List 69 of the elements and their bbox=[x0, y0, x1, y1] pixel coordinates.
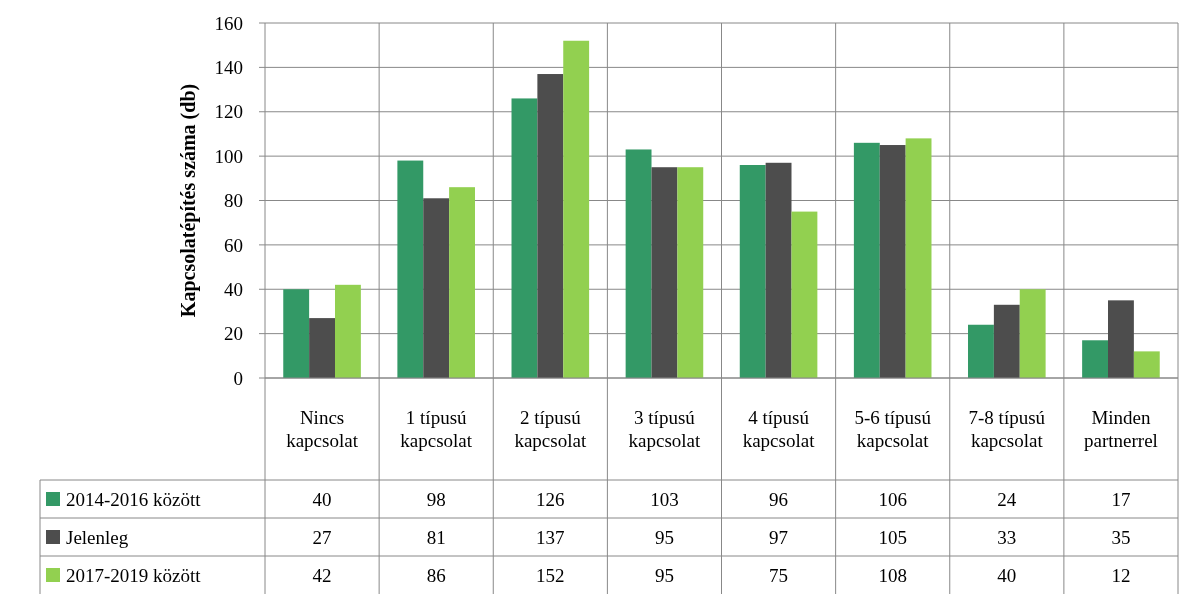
legend-label: Jelenleg bbox=[66, 526, 129, 548]
bar bbox=[335, 284, 361, 378]
data-label: 42 bbox=[312, 564, 332, 586]
bar bbox=[625, 149, 652, 378]
bar bbox=[993, 304, 1020, 378]
x-tick-label: 2 típusú kapcsolat bbox=[514, 407, 587, 452]
bar bbox=[1133, 351, 1160, 378]
y-tick-label: 120 bbox=[214, 101, 243, 123]
y-tick-label: 60 bbox=[224, 234, 243, 256]
x-tick-label: 1 típusú kapcsolat bbox=[400, 407, 473, 452]
data-label: 95 bbox=[654, 526, 674, 548]
bar bbox=[879, 145, 906, 378]
x-tick-label: 7-8 típusú kapcsolat bbox=[968, 407, 1046, 452]
y-tick-label: 100 bbox=[214, 145, 243, 167]
bar bbox=[853, 142, 880, 378]
x-tick-label: 5-6 típusú kapcsolat bbox=[854, 407, 932, 452]
data-label: 98 bbox=[426, 488, 446, 510]
bar bbox=[1019, 289, 1046, 378]
legend-label: 2014-2016 között bbox=[66, 488, 202, 510]
data-label: 40 bbox=[997, 564, 1017, 586]
bar bbox=[765, 162, 792, 378]
y-tick-label: 140 bbox=[214, 57, 243, 79]
bar bbox=[968, 324, 994, 378]
legend-label: 2017-2019 között bbox=[66, 564, 202, 586]
data-label: 35 bbox=[1111, 526, 1131, 548]
data-label: 86 bbox=[426, 564, 446, 586]
data-label: 27 bbox=[312, 526, 332, 548]
data-label: 24 bbox=[997, 488, 1017, 510]
x-tick-label: 3 típusú kapcsolat bbox=[628, 407, 702, 452]
bar bbox=[397, 160, 424, 378]
data-label: 108 bbox=[878, 564, 907, 586]
data-label: 97 bbox=[769, 526, 789, 548]
bar bbox=[423, 198, 450, 378]
bar bbox=[511, 98, 538, 378]
y-tick-label: 40 bbox=[224, 278, 243, 300]
data-label: 95 bbox=[654, 564, 674, 586]
data-label: 137 bbox=[536, 526, 565, 548]
bar bbox=[651, 167, 678, 378]
bar bbox=[449, 187, 475, 378]
data-label: 152 bbox=[536, 564, 565, 586]
data-label: 126 bbox=[536, 488, 565, 510]
x-tick-label: Nincs kapcsolat bbox=[286, 407, 359, 452]
bar bbox=[537, 74, 564, 378]
x-tick-label: 4 típusú kapcsolat bbox=[742, 407, 816, 452]
bar bbox=[563, 40, 590, 378]
data-label: 75 bbox=[769, 564, 789, 586]
data-label: 12 bbox=[1111, 564, 1131, 586]
y-axis-title: Kapcsolatépítés száma (db) bbox=[177, 83, 200, 318]
bar bbox=[1082, 340, 1109, 378]
bar bbox=[791, 211, 818, 378]
data-label: 106 bbox=[878, 488, 907, 510]
data-label: 81 bbox=[426, 526, 446, 548]
y-tick-label: 0 bbox=[233, 367, 243, 389]
bar bbox=[739, 165, 766, 378]
data-label: 103 bbox=[650, 488, 679, 510]
bar bbox=[1108, 300, 1134, 378]
y-tick-label: 20 bbox=[224, 323, 243, 345]
data-label: 17 bbox=[1111, 488, 1131, 510]
data-label: 96 bbox=[769, 488, 789, 510]
y-tick-label: 160 bbox=[214, 12, 243, 34]
bar bbox=[283, 289, 310, 378]
bar bbox=[677, 167, 704, 378]
bar bbox=[905, 138, 932, 378]
data-label: 40 bbox=[312, 488, 332, 510]
y-tick-label: 80 bbox=[224, 190, 243, 212]
data-label: 105 bbox=[878, 526, 907, 548]
data-label: 33 bbox=[997, 526, 1017, 548]
x-tick-label: Minden partnerrel bbox=[1084, 407, 1158, 452]
bar bbox=[309, 318, 335, 378]
